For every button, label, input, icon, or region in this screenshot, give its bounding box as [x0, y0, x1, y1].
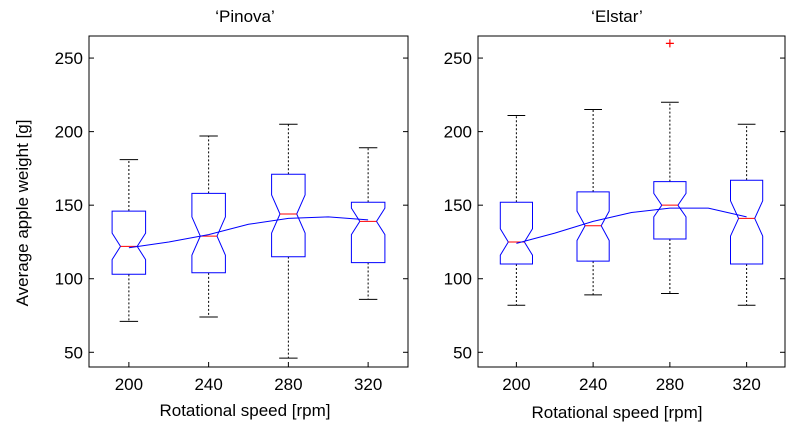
x-tick-label: 280 — [656, 375, 684, 394]
x-tick-label: 320 — [732, 375, 760, 394]
y-tick-label: 250 — [55, 49, 83, 68]
y-tick-label: 200 — [444, 123, 472, 142]
shared-y-axis-label: Average apple weight [g] — [13, 120, 32, 307]
outlier-marker — [665, 39, 674, 48]
x-axis-label-pinova: Rotational speed [rpm] — [159, 401, 330, 420]
panel-title-elstar: ‘Elstar’ — [591, 7, 643, 26]
y-tick-label: 100 — [55, 270, 83, 289]
notched-box — [499, 201, 533, 265]
trend-line — [516, 207, 747, 244]
y-tick-label: 50 — [453, 343, 472, 362]
notched-box — [576, 191, 610, 262]
x-tick-label: 200 — [502, 375, 530, 394]
notched-box — [191, 192, 226, 274]
plot-frame-pinova — [88, 35, 409, 368]
y-tick-label: 100 — [444, 270, 472, 289]
x-tick-label: 320 — [354, 375, 382, 394]
x-tick-label: 280 — [274, 375, 302, 394]
trend-line — [128, 216, 369, 249]
plot-frame-elstar — [477, 35, 786, 368]
y-tick-label: 150 — [444, 196, 472, 215]
notched-box — [350, 201, 386, 264]
x-axis-label-elstar: Rotational speed [rpm] — [531, 403, 702, 422]
panel-elstar: ‘Elstar’ Rotational speed [rpm] 50 100 150… — [444, 7, 786, 422]
panel-title-pinova: ‘Pinova’ — [215, 7, 275, 26]
notched-box — [653, 181, 687, 240]
notched-box — [271, 173, 306, 258]
panel-pinova: ‘Pinova’ Rotational speed [rpm] 50 100 150… — [55, 7, 409, 420]
y-tick-label: 200 — [55, 123, 83, 142]
x-tick-label: 240 — [579, 375, 607, 394]
y-tick-label: 150 — [55, 196, 83, 215]
notched-box — [730, 179, 764, 265]
notched-box — [111, 210, 147, 275]
x-tick-label: 200 — [115, 375, 143, 394]
y-tick-label: 250 — [444, 49, 472, 68]
x-tick-label: 240 — [194, 375, 222, 394]
y-tick-label: 50 — [64, 343, 83, 362]
